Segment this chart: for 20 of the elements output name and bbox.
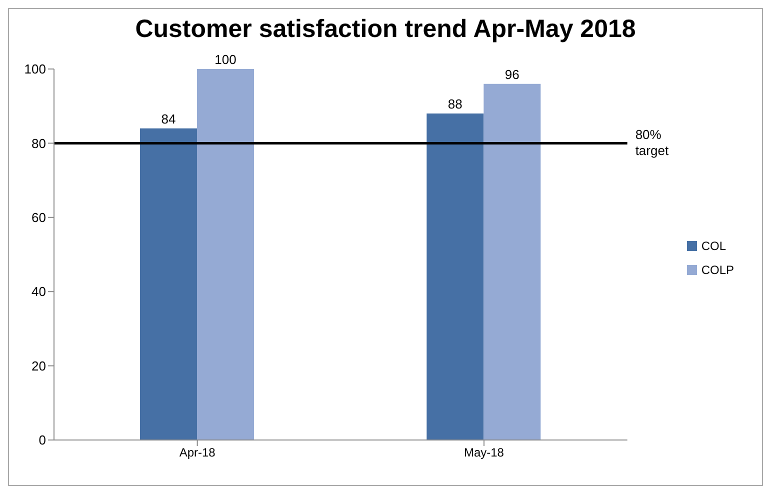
data-label: 100 [214, 52, 236, 67]
x-tick-label: Apr-18 [179, 446, 216, 460]
y-tick-label: 80 [32, 136, 46, 151]
data-label: 84 [161, 111, 176, 126]
x-tick-label: May-18 [464, 446, 504, 460]
ref-line-label: 80% target [635, 127, 669, 158]
y-tick-label: 20 [32, 358, 46, 374]
chart-title: Customer satisfaction trend Apr-May 2018 [134, 14, 637, 45]
bar [196, 69, 254, 440]
data-label: 88 [448, 96, 462, 112]
legend-label: COL [701, 238, 726, 252]
y-tick-label: 60 [32, 210, 46, 226]
bar [426, 114, 484, 440]
data-label: 96 [504, 66, 520, 82]
y-tick-label: 40 [32, 284, 46, 300]
bar [140, 128, 197, 440]
legend-label: COLP [701, 262, 734, 276]
y-tick-label: 100 [24, 62, 46, 77]
bar [484, 84, 541, 440]
y-tick-label: 0 [38, 432, 46, 448]
